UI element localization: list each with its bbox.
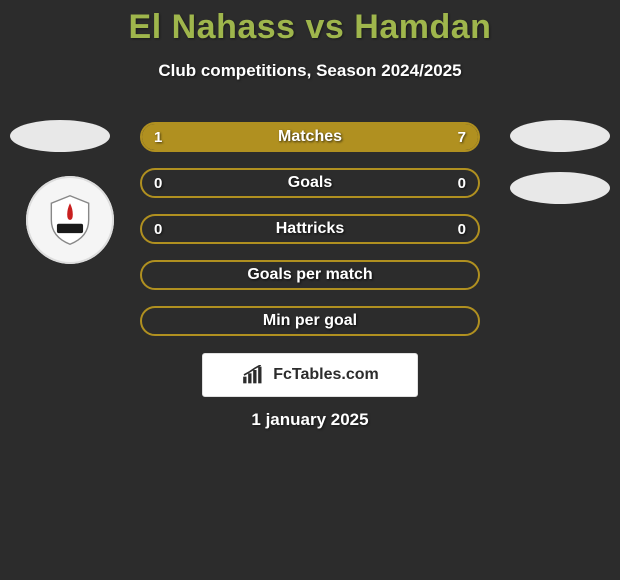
- stat-label: Min per goal: [142, 312, 478, 330]
- page-title: El Nahass vs Hamdan: [0, 0, 620, 47]
- club-right-badge: [510, 172, 610, 204]
- stat-label: Goals per match: [142, 266, 478, 284]
- player-right-badge: [510, 120, 610, 152]
- brand-label: FcTables.com: [273, 366, 379, 384]
- player-left-badge: [10, 120, 110, 152]
- shield-icon: [42, 192, 98, 248]
- stats-container: 17Matches 00Goals 00Hattricks Goals per mat…: [140, 122, 480, 352]
- stat-bar: 00Goals: [140, 168, 480, 198]
- stat-bar: Min per goal: [140, 306, 480, 336]
- stat-bar: 17Matches: [140, 122, 480, 152]
- stat-label: Hattricks: [142, 220, 478, 238]
- chart-icon: [241, 365, 267, 385]
- date-label: 1 january 2025: [0, 410, 620, 430]
- subtitle: Club competitions, Season 2024/2025: [0, 61, 620, 81]
- stat-bar: 00Hattricks: [140, 214, 480, 244]
- brand-box[interactable]: FcTables.com: [202, 353, 418, 397]
- stat-bar: Goals per match: [140, 260, 480, 290]
- club-left-logo: [26, 176, 114, 264]
- stat-label: Goals: [142, 174, 478, 192]
- stat-label: Matches: [142, 128, 478, 146]
